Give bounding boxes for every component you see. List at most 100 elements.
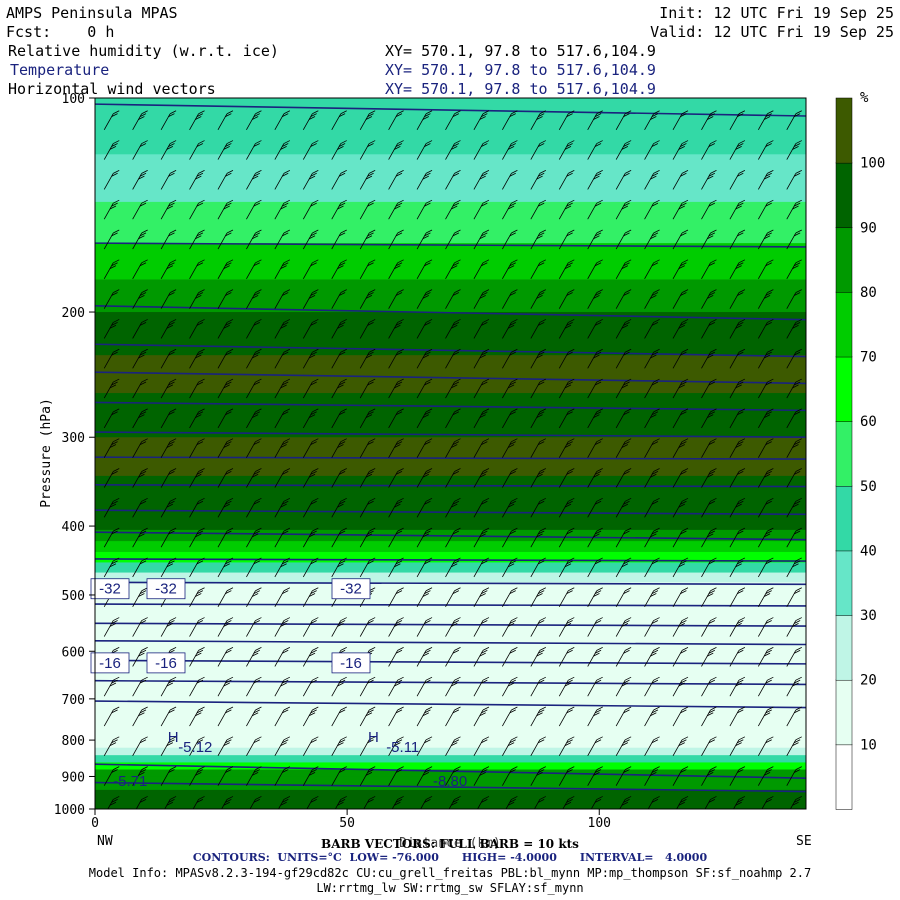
barb-flag: [454, 408, 461, 413]
barb-flag: [111, 381, 118, 386]
barb-flag: [365, 116, 373, 120]
barb-flag: [621, 145, 629, 150]
barb-flag: [681, 438, 689, 443]
barb-flag: [538, 441, 545, 445]
wind-barb: [302, 170, 319, 190]
barb-flag: [680, 798, 687, 803]
barb-flag: [536, 593, 543, 597]
barb-flag: [795, 617, 802, 621]
barb-flag: [737, 590, 744, 595]
barb-flag: [482, 497, 490, 502]
barb-flag: [169, 647, 177, 651]
barb-flag: [793, 321, 801, 326]
wind-barb: [672, 676, 689, 697]
barb-flag: [765, 113, 772, 118]
barb-flag: [538, 709, 545, 714]
wind-barb: [160, 110, 177, 130]
colorbar-segment: [835, 550, 853, 616]
barb-flag: [312, 378, 319, 383]
barb-flag: [169, 527, 177, 532]
barb-flag: [253, 441, 260, 445]
barb-flag: [282, 798, 289, 803]
wind-barb: [615, 170, 632, 190]
barb-flag: [337, 622, 344, 627]
wind-barb: [302, 289, 319, 309]
barb-flag: [394, 742, 401, 746]
barb-flag: [737, 798, 744, 803]
wind-barb: [416, 617, 433, 637]
barb-flag: [623, 769, 630, 773]
barb-flag: [564, 265, 572, 269]
isotherm-line: [95, 763, 806, 779]
barb-flag: [792, 145, 799, 150]
wind-barb: [217, 617, 234, 637]
barb-flag: [223, 145, 230, 150]
wind-barb: [530, 736, 546, 757]
barb-flag: [452, 530, 460, 535]
wind-barb: [416, 468, 433, 488]
wind-barb: [445, 408, 461, 429]
barb-flag: [596, 617, 603, 621]
wind-barb: [217, 766, 234, 786]
wind-barb: [331, 617, 347, 637]
barb-flag: [566, 262, 573, 267]
chart-title: AMPS Peninsula MPAS: [6, 4, 178, 22]
barb-flag: [312, 706, 319, 711]
wind-barb: [502, 259, 518, 280]
wind-barb: [701, 438, 717, 458]
barb-flag: [195, 593, 202, 597]
wind-barb: [757, 408, 774, 429]
barb-flag: [452, 739, 460, 744]
barb-flag: [198, 199, 205, 204]
barb-flag: [369, 647, 376, 651]
barb-flag: [255, 319, 262, 323]
barb-flag: [738, 497, 746, 502]
wind-barb: [132, 438, 148, 458]
wind-barb: [331, 170, 347, 190]
wind-barb: [701, 378, 717, 399]
wind-barb: [217, 170, 234, 190]
field-xy-wind: XY= 570.1, 97.8 to 517.6,104.9: [385, 80, 656, 98]
barb-flag: [738, 140, 746, 144]
barb-flag: [139, 679, 147, 684]
barb-flag: [226, 557, 234, 562]
barb-flag: [138, 354, 145, 359]
barb-flag: [337, 265, 344, 269]
wind-barb: [331, 378, 347, 399]
barb-flag: [763, 295, 771, 299]
barb-flag: [793, 620, 801, 624]
barb-flag: [422, 772, 429, 776]
barb-flag: [479, 116, 486, 120]
barb-flag: [596, 706, 603, 711]
barb-flag: [623, 292, 630, 296]
wind-barb: [274, 170, 291, 190]
barb-flag: [141, 557, 148, 562]
wind-barb: [217, 647, 234, 667]
barb-flag: [680, 769, 687, 773]
y-tick-label: 700: [62, 693, 85, 708]
wind-barb: [132, 617, 148, 637]
wind-barb: [416, 438, 433, 458]
barb-flag: [564, 205, 572, 210]
barb-flag: [109, 742, 117, 746]
barb-flag: [225, 679, 232, 684]
barb-flag: [141, 348, 148, 353]
barb-flag: [793, 709, 801, 714]
barb-flag: [196, 262, 204, 267]
barb-flag: [196, 381, 204, 386]
wind-barb: [103, 527, 120, 548]
wind-barb: [530, 468, 546, 488]
wind-barb: [558, 736, 575, 757]
barb-flag: [624, 527, 632, 532]
barb-flag: [511, 527, 518, 532]
barb-flag: [196, 411, 204, 416]
barb-flag: [454, 259, 461, 264]
barb-flag: [424, 351, 431, 356]
wind-barb: [502, 617, 518, 637]
barb-flag: [282, 113, 289, 118]
barb-flag: [425, 527, 433, 532]
colorbar-tick-label: 30: [860, 608, 877, 624]
wind-barb: [302, 617, 319, 637]
barb-flag: [340, 647, 347, 651]
barb-flag: [198, 378, 205, 383]
